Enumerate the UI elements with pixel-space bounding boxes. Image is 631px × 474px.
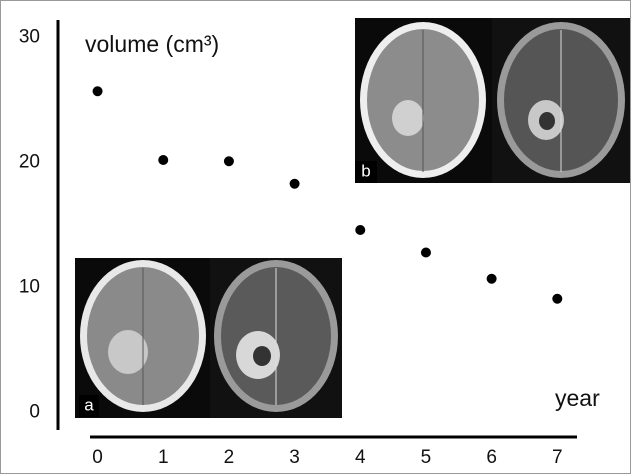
point [93,86,103,96]
y-tick-label: 10 [19,277,40,298]
x-tick-label: 7 [552,447,563,468]
inset-label: b [361,161,370,180]
x-tick-label: 0 [92,447,103,468]
x-tick-label: 3 [289,447,300,468]
point [421,248,431,258]
inset-label: a [84,395,94,414]
point [487,274,497,284]
point [552,294,562,304]
x-tick-label: 2 [224,447,235,468]
point [158,155,168,165]
inset-image-b [355,18,630,183]
inset-image-a [75,258,342,418]
point [290,179,300,189]
point [224,156,234,166]
x-tick-label: 1 [158,447,169,468]
y-tick-label: 0 [29,402,40,423]
x-tick-label: 5 [421,447,432,468]
x-axis-title: year [555,385,600,411]
point [355,225,365,235]
y-tick-label: 30 [19,27,40,48]
chart: a b volume (cm³) year 0 10 20 30 0 1 2 3 4 5 6 7 [0,0,631,474]
x-tick-label: 4 [355,447,366,468]
y-tick-label: 20 [19,152,40,173]
x-tick-label: 6 [486,447,497,468]
y-axis-title: volume (cm³) [85,31,219,57]
